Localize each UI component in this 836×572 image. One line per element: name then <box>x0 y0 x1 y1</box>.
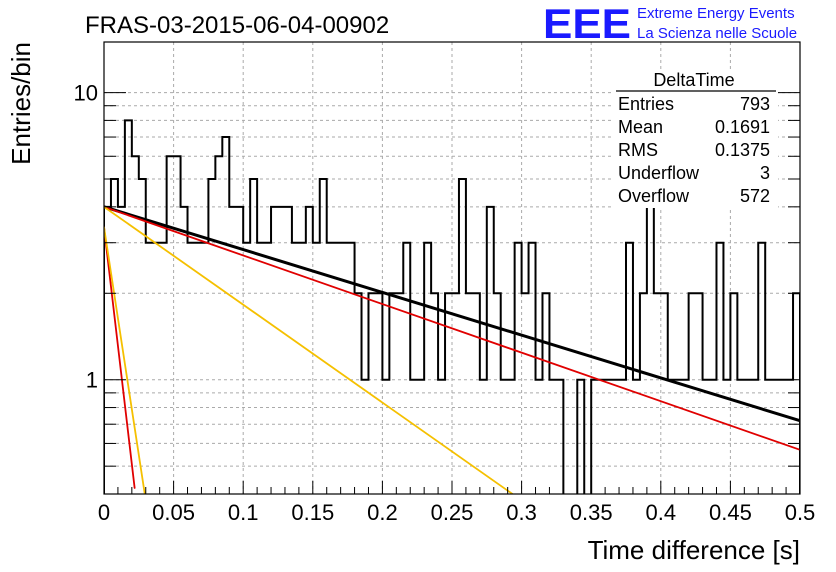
x-tick-labels: 0 0.05 0.1 0.15 0.2 0.25 0.3 0.35 0.4 0.45 0.5 <box>98 500 815 525</box>
axis-ticks <box>103 92 801 495</box>
x-tick-label: 0.5 <box>785 500 816 525</box>
stats-label: Entries <box>618 94 674 114</box>
run-title: FRAS-03-2015-06-04-00902 <box>85 12 389 39</box>
x-tick-label: 0.25 <box>431 500 474 525</box>
logo-line-2: La Scienza nelle Scuole <box>637 25 797 42</box>
stats-label: Overflow <box>618 186 690 206</box>
x-tick-label: 0.15 <box>291 500 334 525</box>
x-tick-label: 0 <box>98 500 110 525</box>
stats-label: RMS <box>618 140 658 160</box>
x-tick-label: 0.3 <box>506 500 537 525</box>
stats-value: 572 <box>740 186 770 206</box>
x-tick-label: 0.1 <box>228 500 259 525</box>
fit-curve-4 <box>104 226 146 494</box>
stats-value: 793 <box>740 94 770 114</box>
fit-curve-0 <box>104 205 800 423</box>
stats-value: 3 <box>760 163 770 183</box>
fit-curve-3 <box>104 226 136 489</box>
stats-title: DeltaTime <box>653 70 734 90</box>
x-tick-label: 0.45 <box>709 500 752 525</box>
x-axis-label: Time difference [s] <box>588 535 800 565</box>
x-tick-label: 0.2 <box>367 500 398 525</box>
stats-value: 0.1375 <box>715 140 770 160</box>
stats-label: Mean <box>618 117 663 137</box>
x-tick-label: 0.35 <box>570 500 613 525</box>
logo-line-1: Extreme Energy Events <box>637 5 795 22</box>
y-tick-labels: 1 10 <box>74 81 98 393</box>
fit-curve-1 <box>104 205 800 451</box>
stats-value: 0.1691 <box>715 117 770 137</box>
y-tick-label: 10 <box>74 81 98 106</box>
fit-curves <box>104 205 800 494</box>
stats-label: Underflow <box>618 163 700 183</box>
x-tick-label: 0.4 <box>646 500 677 525</box>
y-axis-label: Entries/bin <box>6 42 36 165</box>
eee-logo: EEE <box>543 0 631 47</box>
x-tick-label: 0.05 <box>152 500 195 525</box>
stats-box: DeltaTime Entries 793 Mean 0.1691 RMS 0.1375 U… <box>612 70 778 208</box>
histogram <box>104 119 800 494</box>
fit-curve-2 <box>104 205 515 494</box>
histogram-steps <box>104 119 800 494</box>
y-tick-label: 1 <box>86 368 98 393</box>
stats-rows: Entries 793 Mean 0.1691 RMS 0.1375 Underflow 3 O… <box>618 94 770 206</box>
